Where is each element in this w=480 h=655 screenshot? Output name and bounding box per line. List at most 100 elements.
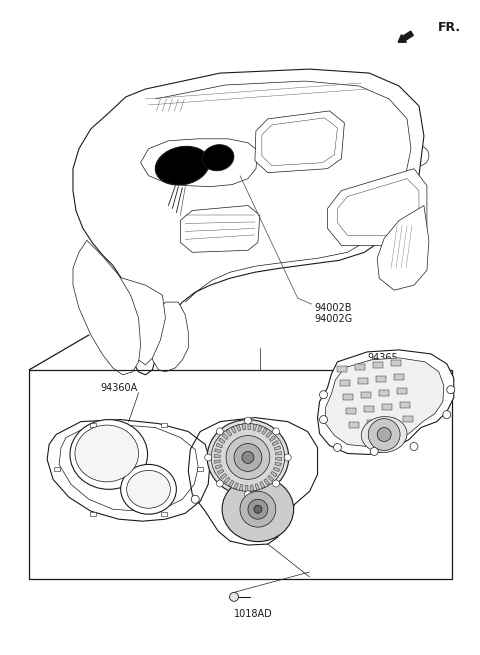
Polygon shape <box>219 438 225 443</box>
Polygon shape <box>73 240 141 375</box>
Bar <box>29 370 452 579</box>
Bar <box>161 512 168 516</box>
Circle shape <box>273 428 279 435</box>
Bar <box>379 390 389 396</box>
Bar <box>358 378 368 384</box>
Polygon shape <box>327 169 427 246</box>
Ellipse shape <box>120 464 176 514</box>
Polygon shape <box>377 206 429 290</box>
Bar <box>391 360 401 366</box>
Circle shape <box>234 443 262 472</box>
Bar <box>337 366 348 372</box>
Polygon shape <box>222 434 228 440</box>
Ellipse shape <box>207 420 288 495</box>
Ellipse shape <box>211 424 285 491</box>
Circle shape <box>226 436 270 479</box>
Bar <box>376 376 386 382</box>
Polygon shape <box>276 457 282 460</box>
Polygon shape <box>275 462 281 466</box>
Circle shape <box>244 491 252 498</box>
Text: 94002G: 94002G <box>314 314 353 324</box>
Circle shape <box>216 428 223 435</box>
Polygon shape <box>251 485 254 491</box>
Polygon shape <box>236 424 241 431</box>
Ellipse shape <box>361 417 407 453</box>
Bar <box>90 512 96 516</box>
Polygon shape <box>271 472 277 477</box>
Polygon shape <box>273 467 280 472</box>
Polygon shape <box>234 483 239 489</box>
Circle shape <box>254 505 262 514</box>
Circle shape <box>284 454 291 461</box>
Polygon shape <box>318 350 454 455</box>
Bar <box>382 403 392 409</box>
Circle shape <box>410 443 418 451</box>
Bar <box>197 468 203 472</box>
Polygon shape <box>253 424 257 430</box>
Text: 1018AD: 1018AD <box>234 608 272 619</box>
Polygon shape <box>272 441 278 445</box>
Polygon shape <box>262 428 267 435</box>
Bar <box>349 422 360 428</box>
Bar <box>361 392 371 398</box>
Polygon shape <box>242 424 246 430</box>
Bar <box>394 374 404 380</box>
Polygon shape <box>216 443 223 448</box>
Bar <box>400 402 410 407</box>
Polygon shape <box>228 480 234 487</box>
Ellipse shape <box>156 146 209 185</box>
Circle shape <box>443 411 451 419</box>
Polygon shape <box>245 485 248 491</box>
Ellipse shape <box>203 145 234 171</box>
Text: FR.: FR. <box>438 22 461 34</box>
Circle shape <box>273 480 279 487</box>
FancyArrow shape <box>398 31 413 42</box>
Circle shape <box>370 447 378 455</box>
Bar <box>54 468 60 472</box>
Bar <box>90 422 96 426</box>
Polygon shape <box>257 426 262 432</box>
Circle shape <box>320 416 327 424</box>
Bar <box>340 380 350 386</box>
Circle shape <box>368 419 400 451</box>
Ellipse shape <box>70 420 147 489</box>
Circle shape <box>377 428 391 441</box>
Circle shape <box>216 480 223 487</box>
Bar <box>347 407 356 414</box>
Polygon shape <box>260 481 265 488</box>
Polygon shape <box>264 479 270 485</box>
Polygon shape <box>276 451 282 455</box>
Circle shape <box>248 499 268 519</box>
Bar <box>385 418 395 424</box>
Bar <box>161 422 168 426</box>
Circle shape <box>244 417 252 424</box>
Polygon shape <box>180 206 260 252</box>
Polygon shape <box>214 455 220 457</box>
Polygon shape <box>76 265 166 365</box>
Polygon shape <box>220 474 227 479</box>
Text: 94002B: 94002B <box>314 303 352 313</box>
Polygon shape <box>224 477 230 483</box>
Bar <box>403 416 413 422</box>
Circle shape <box>242 451 254 464</box>
Text: 94365: 94365 <box>367 353 398 363</box>
Text: 94360A: 94360A <box>101 383 138 393</box>
Circle shape <box>204 454 212 461</box>
Ellipse shape <box>75 425 139 482</box>
Bar <box>343 394 353 400</box>
Polygon shape <box>214 460 220 463</box>
Bar <box>367 420 377 426</box>
Circle shape <box>334 443 341 451</box>
Polygon shape <box>268 476 274 481</box>
Circle shape <box>320 391 327 399</box>
Ellipse shape <box>127 470 170 508</box>
Circle shape <box>229 592 239 601</box>
Polygon shape <box>255 483 260 490</box>
Polygon shape <box>255 111 344 173</box>
Polygon shape <box>239 485 243 491</box>
Circle shape <box>240 491 276 527</box>
Polygon shape <box>151 302 188 372</box>
Bar <box>355 364 365 370</box>
Polygon shape <box>269 436 276 441</box>
Polygon shape <box>217 469 224 474</box>
